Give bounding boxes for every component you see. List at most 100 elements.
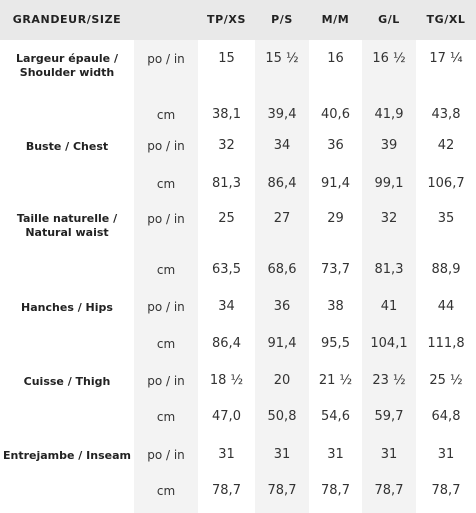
value-cell: 27 <box>273 211 291 226</box>
value-cell: 106,7 <box>427 176 465 191</box>
value-cell: 86,4 <box>267 176 297 191</box>
table-row: cm 86,4 91,4 95,5 104,1 111,8 <box>0 326 476 362</box>
value-cell: 18 ½ <box>209 373 244 388</box>
value-cell: 32 <box>218 138 235 153</box>
measurement-label-line: Entrejambe / Inseam <box>3 449 131 462</box>
size-header-xl: TG/XL <box>426 13 466 26</box>
table-row: cm 63,5 68,6 73,7 81,3 88,9 <box>0 252 476 288</box>
value-cell: 15 <box>218 51 235 66</box>
value-cell: 25 ½ <box>429 373 463 388</box>
size-column-shade-p <box>255 40 309 513</box>
value-cell: 68,6 <box>267 262 297 277</box>
value-cell: 17 ¼ <box>429 51 463 66</box>
value-cell: 78,7 <box>431 483 461 498</box>
value-cell: 25 <box>218 211 235 226</box>
value-cell: 78,7 <box>212 483 241 498</box>
value-cell: 81,3 <box>374 262 404 277</box>
measurement-label-line: Natural waist <box>25 226 109 239</box>
unit-cell: po / in <box>147 448 185 462</box>
unit-cell: po / in <box>147 300 185 314</box>
measurement-label-line: Largeur épaule / <box>16 52 118 65</box>
value-cell: 20 <box>273 373 291 388</box>
value-cell: 50,8 <box>267 409 297 424</box>
value-cell: 78,7 <box>321 483 350 498</box>
table-row: po / in 32 34 36 39 42 <box>0 128 476 164</box>
unit-cell: po / in <box>147 212 185 226</box>
value-cell: 88,9 <box>431 262 461 277</box>
size-header-l: G/L <box>378 13 400 26</box>
value-cell: 54,6 <box>321 409 350 424</box>
measurement-label-line: Buste / Chest <box>25 140 109 153</box>
value-cell: 47,0 <box>212 409 241 424</box>
unit-column-shade <box>134 40 198 513</box>
value-cell: 38 <box>327 299 344 314</box>
table-row: po / in 15 15 ½ 16 16 ½ 17 ¼ <box>0 41 476 77</box>
value-cell: 78,7 <box>267 483 297 498</box>
value-cell: 95,5 <box>321 336 350 351</box>
size-header-m: M/M <box>321 13 350 26</box>
value-cell: 31 <box>273 447 291 462</box>
table-row: po / in 31 31 31 31 31 <box>0 437 476 473</box>
value-cell: 111,8 <box>427 336 465 351</box>
value-cell: 41 <box>380 299 398 314</box>
measurement-label: Cuisse / Thigh <box>0 375 134 389</box>
value-cell: 38,1 <box>212 107 241 122</box>
value-cell: 41,9 <box>374 107 404 122</box>
value-cell: 99,1 <box>374 176 404 191</box>
value-cell: 73,7 <box>321 262 350 277</box>
table-row: cm 81,3 86,4 91,4 99,1 106,7 <box>0 166 476 202</box>
size-header-s: P/S <box>271 13 293 26</box>
value-cell: 35 <box>437 211 455 226</box>
value-cell: 81,3 <box>212 176 241 191</box>
value-cell: 39,4 <box>267 107 297 122</box>
unit-cell: cm <box>156 263 176 277</box>
table-row: cm 78,7 78,7 78,7 78,7 78,7 <box>0 473 476 509</box>
value-cell: 21 ½ <box>318 373 353 388</box>
measurement-label: Buste / Chest <box>0 140 134 154</box>
value-cell: 34 <box>218 299 235 314</box>
unit-cell: po / in <box>147 52 185 66</box>
value-cell: 86,4 <box>212 336 241 351</box>
value-cell: 36 <box>327 138 344 153</box>
measurement-label: Taille naturelle / Natural waist <box>0 212 134 240</box>
value-cell: 31 <box>327 447 344 462</box>
table-row: cm 47,0 50,8 54,6 59,7 64,8 <box>0 399 476 435</box>
table-row: cm 38,1 39,4 40,6 41,9 43,8 <box>0 97 476 133</box>
value-cell: 104,1 <box>370 336 408 351</box>
value-cell: 40,6 <box>321 107 350 122</box>
measurement-label: Hanches / Hips <box>0 301 134 315</box>
value-cell: 42 <box>437 138 455 153</box>
value-cell: 31 <box>380 447 398 462</box>
unit-cell: cm <box>156 108 176 122</box>
value-cell: 16 ½ <box>372 51 406 66</box>
unit-cell: po / in <box>147 139 185 153</box>
measurement-label: Largeur épaule / Shoulder width <box>0 52 134 80</box>
value-cell: 64,8 <box>431 409 461 424</box>
value-cell: 31 <box>437 447 455 462</box>
table-row: po / in 34 36 38 41 44 <box>0 289 476 325</box>
value-cell: 91,4 <box>321 176 350 191</box>
value-cell: 23 ½ <box>372 373 406 388</box>
size-column-shade-g <box>362 40 416 513</box>
value-cell: 16 <box>327 51 344 66</box>
value-cell: 63,5 <box>212 262 241 277</box>
value-cell: 91,4 <box>267 336 297 351</box>
unit-cell: cm <box>156 484 176 498</box>
unit-cell: po / in <box>147 374 185 388</box>
value-cell: 32 <box>380 211 398 226</box>
value-cell: 78,7 <box>374 483 404 498</box>
unit-cell: cm <box>156 337 176 351</box>
table-header: GRANDEUR/SIZE TP/XS P/S M/M G/L TG/XL <box>0 0 476 40</box>
value-cell: 31 <box>218 447 235 462</box>
measurement-label-line: Cuisse / Thigh <box>23 375 111 388</box>
value-cell: 34 <box>273 138 291 153</box>
measurement-label-line: Hanches / Hips <box>21 301 113 314</box>
size-header-label: GRANDEUR/SIZE <box>12 13 122 26</box>
value-cell: 44 <box>437 299 455 314</box>
value-cell: 36 <box>273 299 291 314</box>
table-row: po / in 18 ½ 20 21 ½ 23 ½ 25 ½ <box>0 363 476 399</box>
measurement-label: Entrejambe / Inseam <box>0 449 134 463</box>
measurement-label-line: Taille naturelle / <box>16 212 118 225</box>
unit-cell: cm <box>156 410 176 424</box>
